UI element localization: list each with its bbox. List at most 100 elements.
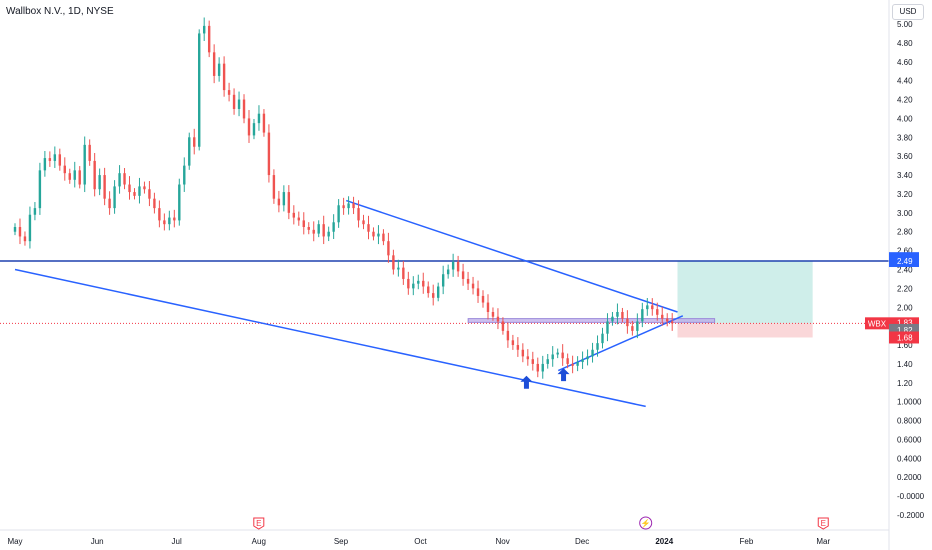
candle-body bbox=[362, 220, 365, 225]
candle-body bbox=[168, 217, 171, 225]
candle-body bbox=[541, 363, 544, 372]
candle-body bbox=[556, 352, 559, 355]
target-zone bbox=[677, 261, 813, 324]
y-tick-label: -0.2000 bbox=[897, 511, 925, 520]
symbol-tag-bg bbox=[865, 317, 889, 330]
candle bbox=[551, 346, 554, 367]
y-tick-label: 2.40 bbox=[897, 266, 913, 275]
candle bbox=[461, 263, 465, 286]
candle bbox=[212, 44, 216, 84]
candle bbox=[516, 337, 520, 357]
dividend-icon bbox=[639, 516, 653, 530]
candle-body bbox=[451, 261, 455, 270]
x-tick-label: Sep bbox=[334, 537, 349, 546]
candle bbox=[103, 167, 106, 206]
candle bbox=[158, 200, 161, 228]
candle-body bbox=[272, 175, 276, 199]
candle-body bbox=[138, 186, 141, 196]
currency-button[interactable]: USD bbox=[892, 4, 924, 20]
candle bbox=[526, 349, 530, 366]
candle bbox=[98, 168, 101, 196]
candle bbox=[412, 276, 415, 296]
candle bbox=[133, 188, 136, 200]
y-tick-label: 0.4000 bbox=[897, 454, 922, 463]
candle-body bbox=[412, 283, 415, 289]
candle bbox=[422, 272, 425, 294]
candle bbox=[362, 214, 365, 230]
candle bbox=[646, 297, 649, 316]
candle bbox=[546, 353, 549, 369]
candle-body bbox=[466, 278, 470, 284]
x-tick-label: Jun bbox=[91, 537, 104, 546]
candle bbox=[33, 202, 37, 221]
candle bbox=[287, 185, 291, 220]
chart-title: Wallbox N.V., 1D, NYSE bbox=[6, 6, 114, 17]
candle bbox=[327, 226, 330, 242]
candle bbox=[501, 317, 505, 335]
y-tick-label: 4.60 bbox=[897, 58, 913, 67]
trendlines bbox=[0, 199, 889, 408]
x-tick-label: Nov bbox=[495, 537, 509, 546]
candle bbox=[28, 206, 32, 249]
candle bbox=[237, 91, 241, 117]
candle-body bbox=[128, 184, 131, 193]
price-tag-value: 1.83 bbox=[897, 318, 913, 327]
candle bbox=[163, 213, 166, 231]
candle bbox=[93, 152, 96, 197]
y-tick-label: 2.20 bbox=[897, 284, 913, 293]
price-tag: 2.49 bbox=[889, 255, 919, 268]
candle-body bbox=[546, 359, 549, 364]
candle bbox=[332, 214, 335, 240]
candle-body bbox=[446, 269, 450, 275]
candle-body bbox=[491, 311, 495, 317]
candle-body bbox=[571, 363, 574, 366]
candle-body bbox=[471, 283, 475, 289]
price-axis[interactable]: 5.00 4.80 4.60 4.40 4.20 4.00 3.80 3.60 3.40 3.20… bbox=[897, 20, 925, 520]
candle bbox=[496, 308, 500, 330]
candle-body bbox=[113, 186, 116, 209]
y-tick-label: 3.60 bbox=[897, 152, 913, 161]
candle-body bbox=[506, 330, 510, 341]
candle bbox=[377, 225, 380, 245]
candle-body bbox=[526, 356, 530, 360]
candle bbox=[183, 157, 186, 192]
candle bbox=[451, 253, 455, 277]
candle bbox=[641, 302, 644, 328]
candle bbox=[471, 276, 475, 295]
candle bbox=[88, 139, 91, 166]
candle-body bbox=[481, 295, 485, 303]
candles bbox=[13, 17, 674, 379]
candle-body bbox=[312, 229, 315, 234]
y-tick-label: -0.0000 bbox=[897, 492, 925, 501]
candle-body bbox=[73, 170, 76, 180]
candle bbox=[48, 151, 52, 167]
candle-body bbox=[621, 311, 624, 319]
candle-body bbox=[347, 203, 350, 209]
upper-trendline bbox=[346, 199, 678, 313]
candle-body bbox=[407, 278, 410, 289]
candle-body bbox=[297, 217, 300, 221]
event-markers: E ⚡ E bbox=[253, 516, 829, 530]
candle-body bbox=[322, 224, 325, 237]
candle bbox=[521, 343, 525, 363]
y-tick-label: 0.2000 bbox=[897, 473, 922, 482]
candle bbox=[511, 334, 515, 350]
candle-body bbox=[606, 321, 609, 334]
candle bbox=[596, 335, 599, 357]
candle bbox=[262, 109, 266, 137]
candle-body bbox=[28, 214, 32, 242]
candle-body bbox=[367, 224, 370, 232]
time-axis[interactable]: May Jun Jul Aug Sep Oct Nov Dec 2024 Feb Mar bbox=[7, 537, 830, 546]
candle bbox=[616, 303, 619, 325]
candle bbox=[566, 353, 569, 369]
candle bbox=[193, 128, 196, 155]
candle-body bbox=[317, 224, 320, 234]
candle-body bbox=[267, 132, 271, 176]
candle bbox=[153, 192, 156, 214]
candle-body bbox=[631, 326, 634, 331]
candle bbox=[267, 124, 271, 183]
candle bbox=[491, 307, 495, 321]
candle-body bbox=[43, 158, 47, 171]
candle bbox=[481, 290, 485, 308]
